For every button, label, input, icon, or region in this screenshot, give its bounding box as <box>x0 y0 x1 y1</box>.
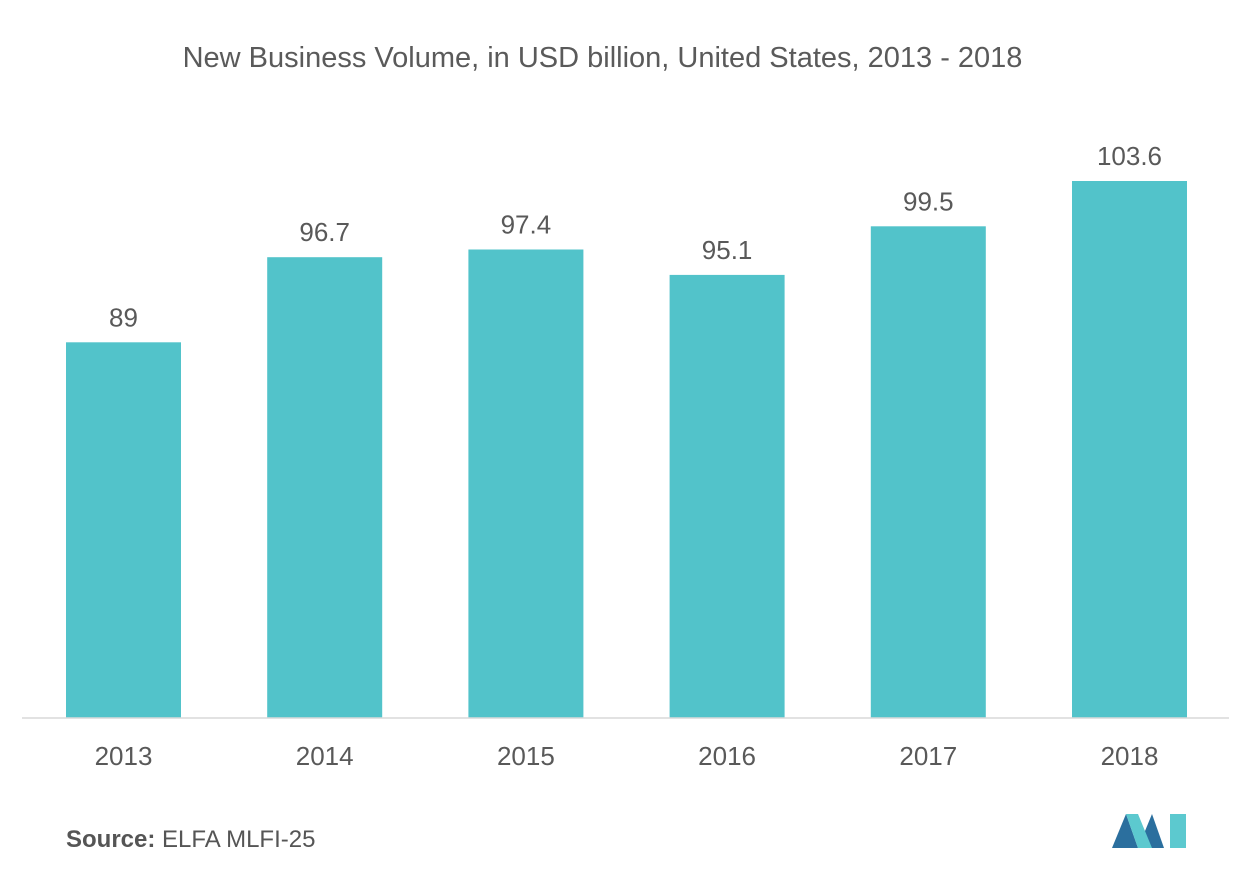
source-note: Source: ELFA MLFI-25 <box>66 826 315 854</box>
value-label-2014: 96.7 <box>299 217 350 247</box>
value-label-2017: 99.5 <box>903 186 954 216</box>
value-label-2016: 95.1 <box>702 235 753 265</box>
x-tick-label-2018: 2018 <box>1101 741 1159 771</box>
bar-2014 <box>267 257 383 718</box>
bar-2013 <box>66 342 181 718</box>
x-tick-label-2014: 2014 <box>296 741 354 771</box>
x-tick-label-2016: 2016 <box>698 741 756 771</box>
value-label-2015: 97.4 <box>501 210 552 240</box>
x-tick-label-2013: 2013 <box>95 741 153 771</box>
bar-2017 <box>870 226 986 719</box>
value-label-2013: 89 <box>109 302 138 332</box>
x-tick-label-2015: 2015 <box>497 741 555 771</box>
x-tick-labels-group: 2013 2014 2015 2016 2017 2018 <box>95 741 1159 771</box>
bar-2015 <box>468 249 584 718</box>
x-tick-label-2017: 2017 <box>899 741 957 771</box>
bars-group <box>66 181 1187 719</box>
bar-2016 <box>669 274 785 718</box>
source-text: ELFA MLFI-25 <box>162 826 316 853</box>
value-labels-group: 89 96.7 97.4 95.1 99.5 103.6 <box>109 141 1162 332</box>
bar-2018 <box>1072 181 1187 718</box>
chart-title: New Business Volume, in USD billion, Uni… <box>182 42 1023 74</box>
mordor-intelligence-logo-icon <box>1112 814 1186 848</box>
value-label-2018: 103.6 <box>1097 141 1162 171</box>
source-label: Source: <box>66 826 156 853</box>
